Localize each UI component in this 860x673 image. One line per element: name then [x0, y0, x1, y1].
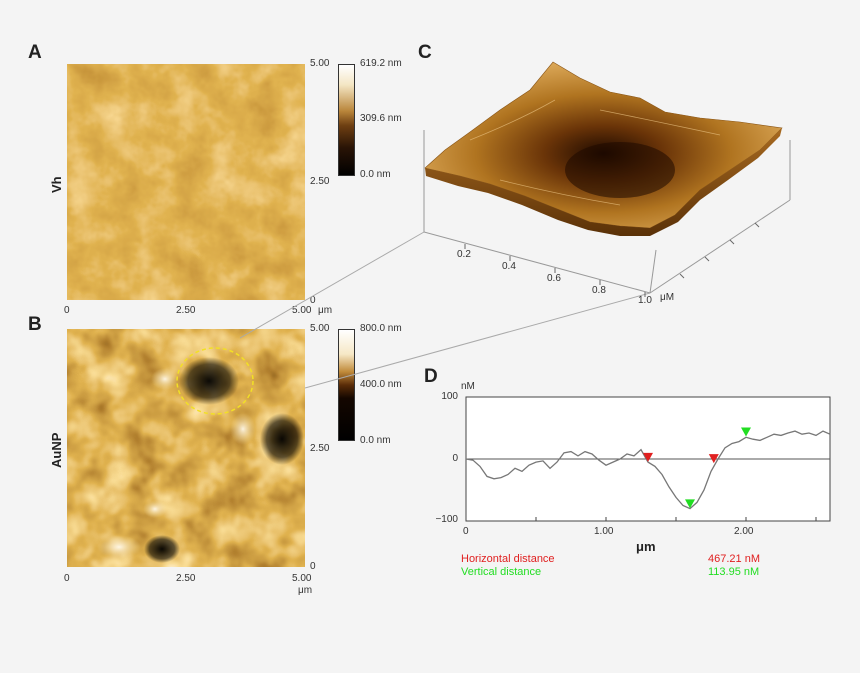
- panel-d-xtick: 1.00: [594, 526, 614, 537]
- highlight-circle: [176, 347, 254, 415]
- green-marker: [741, 427, 751, 437]
- red-marker: [643, 452, 653, 462]
- panel-a-unit: μm: [318, 305, 333, 316]
- panel-d-ytick: −100: [435, 514, 458, 525]
- vertical-distance-label: Vertical distance: [461, 566, 542, 578]
- panel-b-letter: B: [28, 314, 42, 335]
- panel-d-xlabel: μm: [636, 539, 656, 554]
- colorbar-a-max: 619.2 nm: [360, 58, 402, 69]
- colorbar-a-min: 0.0 nm: [360, 169, 391, 180]
- panel-a-ytick: 2.50: [310, 176, 330, 187]
- panel-b-ytick: 5.00: [310, 323, 330, 334]
- colorbar-b-max: 800.0 nm: [360, 323, 402, 334]
- panel-d-xtick: 2.00: [734, 526, 754, 537]
- afm-image-aunp: [67, 329, 305, 567]
- panel-a-letter: A: [28, 42, 42, 63]
- panel-d-yunit: nM: [461, 381, 475, 392]
- panel-b-ytick: 2.50: [310, 443, 330, 454]
- horizontal-distance-value: 467.21 nM: [708, 553, 760, 565]
- panel-c-tick: 0.8: [592, 285, 606, 296]
- panel-a-xtick: 2.50: [176, 305, 196, 316]
- panel-c-unit: μM: [660, 292, 675, 303]
- vertical-distance-value: 113.95 nM: [708, 566, 760, 578]
- panel-d-ytick: 100: [441, 391, 458, 402]
- panel-b-unit: μm: [298, 585, 313, 596]
- panel-d-ytick: 0: [452, 453, 458, 464]
- panel-a-xtick: 5.00: [292, 305, 312, 316]
- panel-b-xtick: 5.00: [292, 573, 312, 584]
- panel-c-letter: C: [418, 42, 432, 63]
- panel-d-xtick: 0: [463, 526, 469, 537]
- panel-a-ytick: 0: [310, 295, 316, 306]
- panel-b-xtick: 0: [64, 573, 70, 584]
- profile-line: [465, 430, 831, 510]
- panel-a-xtick: 0: [64, 305, 70, 316]
- panel-c-tick: 1.0: [638, 295, 652, 306]
- panel-d-letter: D: [424, 366, 438, 387]
- panel-c-tick: 0.2: [457, 249, 471, 260]
- colorbar-a: [338, 64, 355, 176]
- colorbar-b-mid: 400.0 nm: [360, 379, 402, 390]
- colorbar-a-mid: 309.6 nm: [360, 113, 402, 124]
- panel-c-tick: 0.6: [547, 273, 561, 284]
- panel-b-xtick: 2.50: [176, 573, 196, 584]
- panel-b-ytick: 0: [310, 561, 316, 572]
- green-marker: [685, 499, 695, 509]
- colorbar-b: [338, 329, 355, 441]
- panel-a-ytick: 5.00: [310, 58, 330, 69]
- panel-c-tick: 0.4: [502, 261, 516, 272]
- colorbar-b-min: 0.0 nm: [360, 435, 391, 446]
- red-marker: [708, 454, 719, 464]
- afm-image-vh: [67, 64, 305, 300]
- horizontal-distance-label: Horizontal distance: [461, 553, 555, 565]
